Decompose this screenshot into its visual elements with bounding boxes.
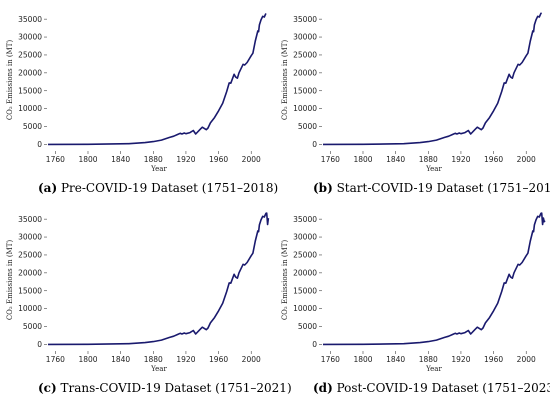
y-tick-label: 10000 <box>293 304 317 313</box>
x-tick-label: 1880 <box>419 355 438 364</box>
y-axis-label: CO₂ Emissions in (MT) <box>6 240 14 321</box>
caption-b: (b) Start-COVID-19 Dataset (1751–2019) <box>313 181 550 195</box>
x-axis-label: Year <box>425 165 442 173</box>
chart-panel-b: 0 5000 10000 15000 20000 25000 30000 35000 1760 1… <box>275 0 550 200</box>
caption-text-c: Trans-COVID-19 Dataset (1751–2021) <box>60 381 292 395</box>
y-tick-label: 25000 <box>18 51 42 60</box>
x-tick-label: 1960 <box>209 355 228 364</box>
x-tick-label: 1960 <box>484 355 503 364</box>
y-tick-label: 35000 <box>293 15 317 24</box>
y-tick-label: 0 <box>37 340 42 349</box>
x-tick-label: 1760 <box>46 155 65 164</box>
x-tick-label: 1760 <box>321 355 340 364</box>
y-tick-label: 30000 <box>293 233 317 242</box>
chart-d: 0 5000 10000 15000 20000 25000 30000 35000 1760 1… <box>281 212 546 373</box>
y-tick-label: 0 <box>37 140 42 149</box>
chart-panel-c: 0 5000 10000 15000 20000 25000 30000 35000 1760 1… <box>0 200 292 400</box>
x-tick-label: 1840 <box>111 155 130 164</box>
y-tick-label: 5000 <box>23 122 42 131</box>
x-tick-label: 2000 <box>517 355 536 364</box>
y-tick-label: 5000 <box>23 322 42 331</box>
chart-panel-a: 0 5000 10000 15000 20000 25000 30000 35000 1760 1… <box>0 0 278 200</box>
caption-a: (a) Pre-COVID-19 Dataset (1751–2018) <box>38 181 278 195</box>
chart-panel-d: 0 5000 10000 15000 20000 25000 30000 35000 1760 1… <box>275 200 550 400</box>
y-tick-label: 5000 <box>298 122 317 131</box>
y-tick-label: 0 <box>312 140 317 149</box>
x-tick-label: 1920 <box>451 355 470 364</box>
x-tick-label: 1840 <box>386 355 405 364</box>
x-tick-label: 1760 <box>46 355 65 364</box>
y-tick-label: 20000 <box>293 68 317 77</box>
x-tick-label: 1880 <box>144 155 163 164</box>
y-tick-label: 25000 <box>293 251 317 260</box>
x-tick-label: 1800 <box>78 155 97 164</box>
y-tick-label: 25000 <box>18 251 42 260</box>
x-tick-label: 1800 <box>353 355 372 364</box>
y-tick-label: 35000 <box>293 215 317 224</box>
x-tick-label: 2000 <box>242 155 261 164</box>
x-tick-label: 1880 <box>419 155 438 164</box>
y-tick-label: 15000 <box>18 286 42 295</box>
y-tick-label: 15000 <box>293 86 317 95</box>
x-tick-label: 1920 <box>176 355 195 364</box>
caption-d: (d) Post-COVID-19 Dataset (1751–2023) <box>313 381 550 395</box>
y-tick-label: 20000 <box>18 268 42 277</box>
y-tick-label: 35000 <box>18 15 42 24</box>
x-axis-label: Year <box>425 365 442 373</box>
y-tick-label: 10000 <box>18 304 42 313</box>
y-axis-label: CO₂ Emissions in (MT) <box>281 240 289 321</box>
y-tick-label: 30000 <box>18 233 42 242</box>
y-tick-label: 30000 <box>18 33 42 42</box>
x-tick-label: 1920 <box>176 155 195 164</box>
series-line <box>322 12 542 146</box>
x-tick-label: 1880 <box>144 355 163 364</box>
chart-c: 0 5000 10000 15000 20000 25000 30000 35000 1760 1… <box>6 212 270 373</box>
y-tick-label: 0 <box>312 340 317 349</box>
caption-c: (c) Trans-COVID-19 Dataset (1751–2021) <box>38 381 292 395</box>
series-line <box>322 212 546 346</box>
y-tick-label: 15000 <box>18 86 42 95</box>
y-tick-label: 25000 <box>293 51 317 60</box>
y-tick-label: 15000 <box>293 286 317 295</box>
y-tick-label: 5000 <box>298 322 317 331</box>
series-line <box>47 13 267 146</box>
x-tick-label: 1760 <box>321 155 340 164</box>
y-axis-label: CO₂ Emissions in (MT) <box>6 40 14 121</box>
y-tick-label: 20000 <box>18 68 42 77</box>
y-tick-label: 10000 <box>293 104 317 113</box>
x-axis-label: Year <box>150 165 167 173</box>
x-axis-label: Year <box>150 365 167 373</box>
caption-letter-c: (c) <box>38 381 57 395</box>
x-tick-label: 1840 <box>386 155 405 164</box>
y-tick-label: 10000 <box>18 104 42 113</box>
x-tick-label: 1920 <box>451 155 470 164</box>
x-tick-label: 1840 <box>111 355 130 364</box>
caption-text-b: Start-COVID-19 Dataset (1751–2019) <box>336 181 550 195</box>
caption-letter-a: (a) <box>38 181 58 195</box>
caption-letter-d: (d) <box>313 381 333 395</box>
x-tick-label: 2000 <box>517 155 536 164</box>
caption-text-d: Post-COVID-19 Dataset (1751–2023) <box>336 381 550 395</box>
x-tick-label: 1800 <box>78 355 97 364</box>
x-tick-label: 1960 <box>484 155 503 164</box>
chart-b: 0 5000 10000 15000 20000 25000 30000 35000 1760 1… <box>281 12 542 173</box>
series-line <box>47 212 270 346</box>
y-tick-label: 30000 <box>293 33 317 42</box>
y-tick-label: 20000 <box>293 268 317 277</box>
x-tick-label: 2000 <box>242 355 261 364</box>
caption-letter-b: (b) <box>313 181 333 195</box>
y-tick-label: 35000 <box>18 215 42 224</box>
y-axis-label: CO₂ Emissions in (MT) <box>281 40 289 121</box>
caption-text-a: Pre-COVID-19 Dataset (1751–2018) <box>60 181 279 195</box>
chart-a: 0 5000 10000 15000 20000 25000 30000 35000 1760 1… <box>6 13 267 173</box>
x-tick-label: 1960 <box>209 155 228 164</box>
x-tick-label: 1800 <box>353 155 372 164</box>
